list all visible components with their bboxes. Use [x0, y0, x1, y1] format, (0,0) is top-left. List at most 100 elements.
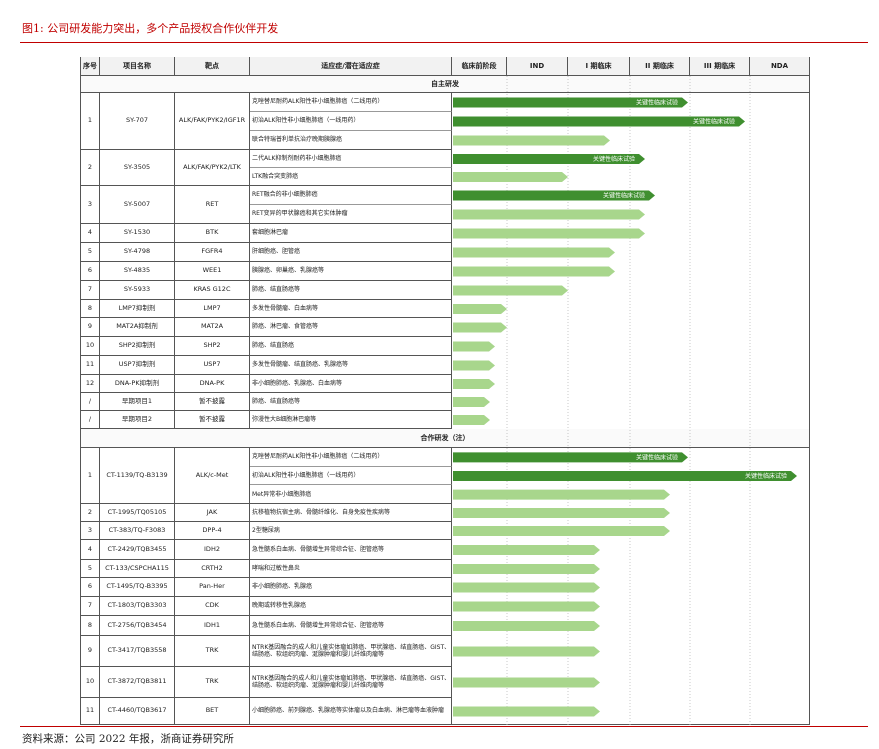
- row-number: 11: [80, 698, 100, 725]
- project-name: CT-2756/TQB3454: [100, 616, 175, 636]
- indication: RET融合的非小细胞肺癌: [250, 186, 452, 205]
- target: CDK: [175, 597, 250, 616]
- project-name: SY-1530: [100, 224, 175, 243]
- arrow-label: 关键性临床试验: [745, 472, 787, 480]
- indication: 初治ALK阳性非小细胞肺癌（一线用药）: [250, 466, 452, 486]
- indication: 胰腺癌、卵巢癌、乳腺癌等: [250, 262, 452, 281]
- stage-arrow: [453, 190, 655, 201]
- indication: 急性髓系白血病、骨髓增生异常综合征、胆管癌等: [250, 616, 452, 636]
- project-name: SY-5933: [100, 281, 175, 300]
- project-name: 早期项目2: [100, 411, 175, 429]
- target: Pan-Her: [175, 578, 250, 597]
- indication: 抗移植物抗宿主病、骨髓纤维化、自身免疫性疾病等: [250, 504, 452, 522]
- row-number: 1: [80, 448, 100, 504]
- project-name: SY-4798: [100, 243, 175, 262]
- project-name: CT-4460/TQB3617: [100, 698, 175, 725]
- row-number: 10: [80, 337, 100, 356]
- header-cell: 适应症/潜在适应症: [250, 57, 452, 76]
- stage-arrow: [453, 415, 490, 425]
- target: ALK/c-Met: [175, 448, 250, 504]
- target: MAT2A: [175, 318, 250, 337]
- row-number: 2: [80, 150, 100, 186]
- row-number: 2: [80, 504, 100, 522]
- stage-arrow: [453, 97, 688, 108]
- indication: NTRK基因融合的成人和儿童实体瘤如肺癌、甲状腺癌、结直肠癌、GIST、结肠癌、…: [250, 667, 452, 698]
- row-number: 8: [80, 300, 100, 318]
- row-number: 12: [80, 375, 100, 393]
- stage-arrow: [453, 154, 645, 164]
- project-name: CT-133/CSPCHA115: [100, 560, 175, 578]
- indication: NTRK基因融合的成人和儿童实体瘤如肺癌、甲状腺癌、结直肠癌、GIST、结肠癌、…: [250, 636, 452, 667]
- arrow-label: 关键性临床试验: [636, 99, 678, 107]
- indication: 2型糖尿病: [250, 522, 452, 540]
- header-cell: 靶点: [175, 57, 250, 76]
- indication: 多发性骨髓瘤、白血病等: [250, 300, 452, 318]
- stage-arrow: [453, 646, 600, 657]
- project-name: 早期项目1: [100, 393, 175, 411]
- project-name: CT-3872/TQB3811: [100, 667, 175, 698]
- target: BTK: [175, 224, 250, 243]
- stage-arrow: [453, 564, 600, 574]
- stage-arrow: [453, 452, 688, 463]
- project-name: DNA-PK抑制剂: [100, 375, 175, 393]
- row-number: 8: [80, 616, 100, 636]
- row-number: 11: [80, 356, 100, 375]
- project-name: CT-2429/TQB3455: [100, 540, 175, 560]
- target: 暂不披露: [175, 393, 250, 411]
- project-name: MAT2A抑制剂: [100, 318, 175, 337]
- stage-arrow: [453, 379, 495, 389]
- indication: 弥漫性大B细胞淋巴瘤等: [250, 411, 452, 429]
- stage-arrow: [453, 360, 495, 371]
- row-number: /: [80, 393, 100, 411]
- row-number: 3: [80, 522, 100, 540]
- stage-arrow: [453, 582, 600, 593]
- row-number: 9: [80, 636, 100, 667]
- indication: 非小细胞肺癌、乳腺癌、白血病等: [250, 375, 452, 393]
- project-name: CT-3417/TQB3558: [100, 636, 175, 667]
- stage-arrow: [453, 247, 615, 258]
- figure-title: 图1: 公司研发能力突出，多个产品授权合作伙伴开发: [22, 22, 279, 35]
- indication: 晚期或转移性乳腺癌: [250, 597, 452, 616]
- indication: 克唑替尼耐药ALK阳性非小细胞肺癌（二线用药）: [250, 93, 452, 112]
- indication: 肺癌、结直肠癌: [250, 337, 452, 356]
- header-cell: IND: [507, 57, 568, 76]
- project-name: SY-707: [100, 93, 175, 150]
- indication: 克唑替尼耐药ALK阳性非小细胞肺癌（二线用药）: [250, 448, 452, 467]
- project-name: USP7抑制剂: [100, 356, 175, 375]
- title-rule: [20, 42, 868, 43]
- stage-arrow: [453, 621, 600, 631]
- target: RET: [175, 186, 250, 224]
- header-cell: II 期临床: [630, 57, 690, 76]
- target: USP7: [175, 356, 250, 375]
- stage-arrow: [453, 116, 745, 127]
- indication: 肝细胞癌、胆管癌: [250, 243, 452, 262]
- target: JAK: [175, 504, 250, 522]
- indication: 肺癌、结直肠癌等: [250, 393, 452, 411]
- indication: 肺癌、结直肠癌等: [250, 281, 452, 300]
- target: TRK: [175, 667, 250, 698]
- header-cell: 项目名称: [100, 57, 175, 76]
- project-name: SY-3505: [100, 150, 175, 186]
- project-name: LMP7抑制剂: [100, 300, 175, 318]
- header-cell: NDA: [750, 57, 810, 76]
- row-number: 6: [80, 578, 100, 597]
- target: ALK/FAK/PYK2/IGF1R: [175, 93, 250, 150]
- target: IDH2: [175, 540, 250, 560]
- target: FGFR4: [175, 243, 250, 262]
- indication: Met异常非小细胞肺癌: [250, 485, 452, 504]
- row-number: 4: [80, 224, 100, 243]
- section-header: 合作研发（注）: [80, 429, 810, 448]
- source-rule: [20, 726, 868, 727]
- stage-arrow: [453, 471, 797, 481]
- stage-arrow: [453, 508, 670, 518]
- row-number: 7: [80, 281, 100, 300]
- arrow-label: 关键性临床试验: [593, 155, 635, 163]
- row-number: 10: [80, 667, 100, 698]
- target: ALK/FAK/PYK2/LTK: [175, 150, 250, 186]
- header-cell: 序号: [80, 57, 100, 76]
- stage-arrow: [453, 397, 490, 407]
- stage-arrow: [453, 706, 600, 717]
- target: 暂不披露: [175, 411, 250, 429]
- target: KRAS G12C: [175, 281, 250, 300]
